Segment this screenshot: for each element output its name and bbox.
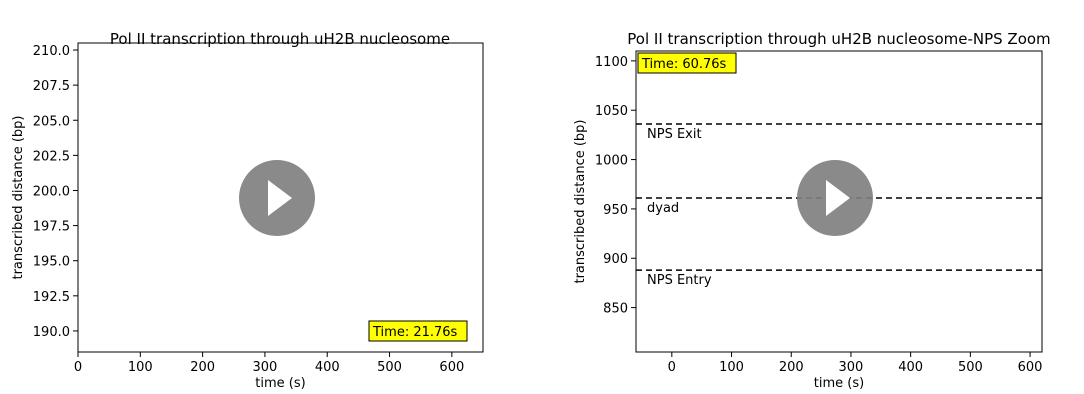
time-label-box [368, 320, 468, 342]
time-label-box [637, 52, 737, 74]
play-button[interactable] [239, 160, 315, 236]
y-tick-label: 207.5 [33, 79, 70, 94]
x-tick-label: 0 [74, 360, 82, 375]
play-icon [268, 180, 292, 216]
plot-frame [635, 50, 1043, 353]
y-tick-label: 1100 [595, 55, 628, 70]
x-tick-label: 300 [839, 360, 864, 375]
x-tick-label: 100 [719, 360, 744, 375]
y-tick-label: 900 [603, 252, 628, 267]
chart-title: Pol II transcription through uH2B nucleo… [627, 30, 1050, 48]
video-panel-right[interactable]: Pol II transcription through uH2B nucleo… [542, 0, 1084, 394]
y-tick-label: 197.5 [33, 220, 70, 235]
x-tick-label: 200 [779, 360, 804, 375]
y-tick-label: 210.0 [33, 44, 70, 59]
x-tick-label: 200 [190, 360, 215, 375]
y-tick-label: 205.0 [33, 114, 70, 129]
x-tick-label: 400 [898, 360, 923, 375]
reference-line-label: NPS Entry [647, 273, 712, 288]
x-tick-label: 400 [315, 360, 340, 375]
y-axis-label: transcribed distance (bp) [11, 115, 26, 279]
x-tick-label: 300 [253, 360, 278, 375]
chart-nps-zoom: Pol II transcription through uH2B nucleo… [573, 30, 1051, 391]
time-label: Time: 60.76s [641, 57, 727, 72]
y-tick-label: 195.0 [33, 255, 70, 270]
play-button[interactable] [797, 160, 873, 236]
x-tick-label: 0 [668, 360, 676, 375]
y-axis-label: transcribed distance (bp) [573, 119, 588, 283]
y-tick-label: 1000 [595, 154, 628, 169]
chart-uh2b-nucleosome: Pol II transcription through uH2B nucleo… [11, 30, 484, 391]
chart-title: Pol II transcription through uH2B nucleo… [110, 30, 450, 48]
x-axis-label: time (s) [255, 376, 305, 391]
video-panel-left[interactable]: Pol II transcription through uH2B nucleo… [0, 0, 542, 394]
x-tick-label: 100 [128, 360, 153, 375]
x-tick-label: 500 [958, 360, 983, 375]
y-tick-label: 192.5 [33, 290, 70, 305]
reference-line-label: dyad [647, 201, 679, 216]
reference-line-label: NPS Exit [647, 127, 702, 142]
x-tick-label: 600 [1018, 360, 1043, 375]
y-tick-label: 850 [603, 302, 628, 317]
x-axis-label: time (s) [814, 376, 864, 391]
y-tick-label: 190.0 [33, 325, 70, 340]
play-icon [826, 180, 850, 216]
y-tick-label: 1050 [595, 104, 628, 119]
x-tick-label: 500 [377, 360, 402, 375]
time-label: Time: 21.76s [372, 325, 458, 340]
y-tick-label: 200.0 [33, 184, 70, 199]
y-tick-label: 950 [603, 203, 628, 218]
x-tick-label: 600 [439, 360, 464, 375]
y-tick-label: 202.5 [33, 149, 70, 164]
plot-frame [77, 42, 484, 353]
